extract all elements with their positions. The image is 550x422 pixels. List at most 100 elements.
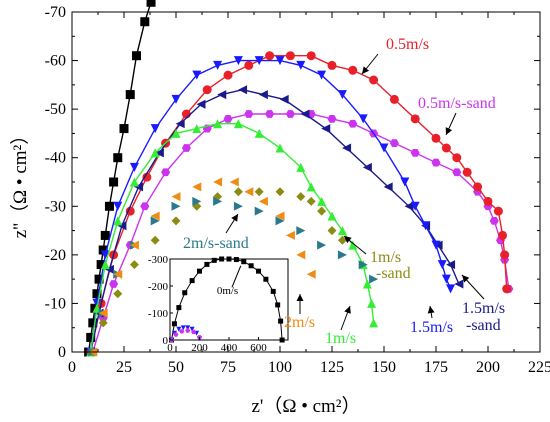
inset-data-point: [189, 326, 195, 332]
data-point: [192, 124, 202, 134]
inset-data-point: [241, 259, 247, 265]
data-point: [119, 124, 129, 134]
data-point: [150, 216, 160, 226]
data-point: [296, 162, 306, 172]
annotation-arrowhead: [362, 66, 370, 74]
series-layer: [84, 0, 514, 357]
inset-series-other2: [168, 328, 202, 343]
inset-data-point: [226, 256, 232, 262]
data-point: [441, 143, 451, 153]
data-point: [306, 51, 316, 61]
data-point: [379, 143, 389, 153]
data-point: [473, 182, 483, 192]
data-point: [213, 196, 223, 206]
inset-data-point: [270, 288, 276, 294]
data-point: [300, 109, 310, 119]
data-point: [389, 139, 399, 148]
data-point: [109, 177, 119, 187]
x-tick-label: 125: [320, 359, 344, 376]
inset-data-point: [211, 257, 217, 263]
data-point: [296, 250, 306, 260]
data-point: [446, 284, 456, 294]
data-point: [275, 187, 285, 197]
inset-data-point: [219, 256, 225, 262]
series-line: [90, 59, 452, 353]
data-point: [244, 110, 254, 118]
annotation-label: 0.5m/s: [386, 36, 429, 53]
data-point: [140, 202, 150, 211]
data-point: [337, 90, 347, 100]
data-point: [125, 90, 135, 100]
data-point: [285, 51, 295, 61]
data-point: [233, 201, 243, 211]
annotation-label: -sand: [466, 317, 501, 334]
data-point: [337, 226, 347, 236]
data-point: [233, 187, 243, 197]
data-point: [254, 206, 264, 216]
inset-data-point: [185, 328, 191, 333]
data-point: [306, 182, 316, 192]
inset-x-tick-label: 400: [221, 342, 238, 354]
data-point: [389, 94, 399, 104]
x-axis-label: z'（Ω • cm²）: [251, 395, 360, 417]
data-point: [296, 226, 306, 236]
data-point: [342, 143, 352, 153]
data-point: [213, 119, 223, 129]
series-2m-s: [88, 177, 316, 357]
data-point: [348, 240, 358, 250]
data-point: [258, 90, 268, 100]
data-point: [113, 289, 123, 299]
data-point: [437, 260, 447, 270]
x-tick-label: 200: [476, 359, 500, 376]
inset-data-point: [256, 268, 261, 274]
data-point: [489, 216, 499, 225]
annotation-arrowhead: [296, 294, 304, 301]
x-tick-label: 100: [268, 359, 292, 376]
data-point: [483, 196, 493, 206]
data-point: [238, 85, 248, 95]
inset-data-point: [173, 332, 179, 337]
data-point: [233, 119, 243, 129]
data-point: [358, 114, 368, 124]
data-point: [92, 298, 102, 308]
axis-layer: 0 25 50 75 100 125 150 175 200 225 0 -10 -20 -30 -40 -5…: [45, 4, 550, 376]
data-point: [100, 250, 110, 260]
data-point: [285, 230, 295, 240]
x-tick-label: 75: [220, 359, 236, 376]
inset-data-point: [204, 261, 210, 267]
data-point: [192, 182, 202, 192]
annotation-label: 1.5m/s: [462, 300, 505, 317]
data-point: [327, 114, 337, 123]
data-point: [452, 168, 462, 177]
data-point: [150, 148, 160, 158]
data-point: [129, 260, 139, 270]
annotation-arrowhead: [231, 214, 238, 222]
inset-data-point: [197, 268, 202, 274]
y-tick-label: -10: [45, 295, 66, 312]
data-point: [117, 221, 127, 231]
series-line: [90, 88, 460, 353]
data-point: [140, 17, 150, 27]
inset-x-tick-label: 200: [191, 342, 208, 354]
data-point: [275, 56, 285, 66]
y-tick-label: -60: [45, 53, 66, 70]
data-point: [109, 280, 119, 288]
data-point: [113, 201, 123, 211]
data-point: [171, 94, 181, 104]
annotation-arrowhead: [462, 275, 470, 283]
x-tick-label: 150: [372, 359, 396, 376]
data-point: [98, 318, 108, 328]
data-point: [275, 216, 285, 226]
data-point: [88, 318, 98, 328]
data-point: [129, 240, 139, 250]
data-point: [100, 260, 110, 270]
data-point: [369, 274, 379, 284]
data-point: [113, 153, 123, 163]
data-point: [275, 211, 285, 221]
data-point: [192, 196, 202, 206]
inset-label: 0m/s: [217, 285, 238, 297]
y-axis-label: z''（Ω • cm²）: [9, 126, 31, 238]
inset-data-point: [180, 325, 186, 331]
data-point: [213, 177, 223, 187]
